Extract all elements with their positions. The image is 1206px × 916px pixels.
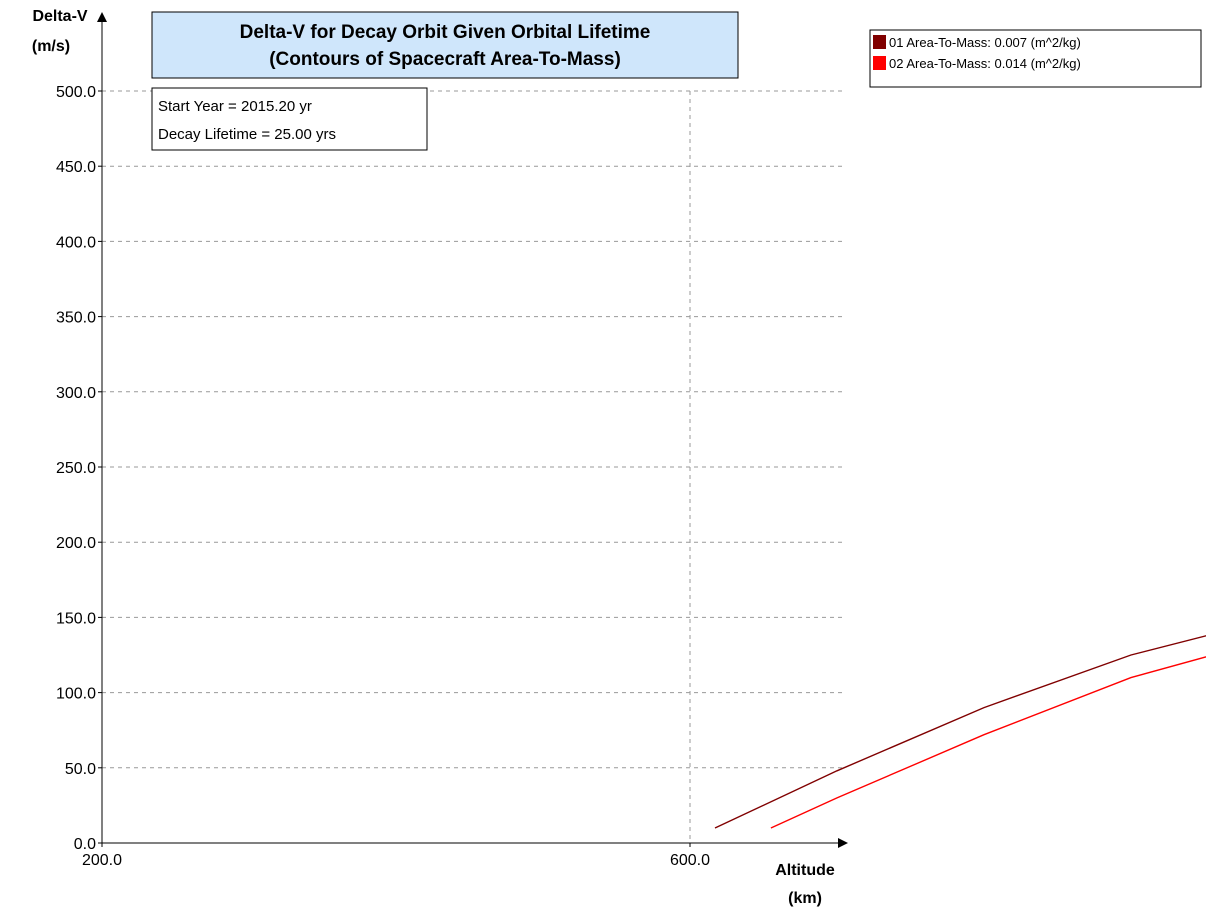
legend: 01 Area-To-Mass: 0.007 (m^2/kg) 02 Area-… xyxy=(869,29,1202,88)
series-line-02 xyxy=(770,656,1206,829)
y-tick-label: 400.0 xyxy=(56,234,96,251)
chart-title-line1: Delta-V for Decay Orbit Given Orbital Li… xyxy=(240,22,651,43)
y-tick-label: 100.0 xyxy=(56,686,96,703)
series-line-01 xyxy=(714,635,1206,829)
y-tick-label: 350.0 xyxy=(56,310,96,327)
y-axis-title-line1: Delta-V xyxy=(32,8,87,25)
y-tick-label: 450.0 xyxy=(56,159,96,176)
y-tick-label: 300.0 xyxy=(56,385,96,402)
y-tick-label: 150.0 xyxy=(56,610,96,627)
x-tick-label: 600.0 xyxy=(670,852,710,869)
chart-title-line2: (Contours of Spacecraft Area-To-Mass) xyxy=(269,49,621,70)
legend-label-01: 01 Area-To-Mass: 0.007 (m^2/kg) xyxy=(889,35,1081,50)
y-axis-title-line2: (m/s) xyxy=(32,38,70,55)
decay-lifetime-text: Decay Lifetime = 25.00 yrs xyxy=(158,126,336,143)
y-tick-label: 200.0 xyxy=(56,535,96,552)
y-tick-label: 250.0 xyxy=(56,460,96,477)
y-axis-arrow-icon xyxy=(97,12,107,22)
y-tick-label: 0.0 xyxy=(74,836,96,853)
legend-swatch-01 xyxy=(873,35,886,49)
start-year-text: Start Year = 2015.20 yr xyxy=(158,98,312,115)
series-layer xyxy=(714,635,1206,829)
x-axis-title-line1: Altitude xyxy=(775,862,835,879)
x-axis-arrow-icon xyxy=(838,838,848,848)
axes-layer xyxy=(97,12,848,848)
x-axis-title-line2: (km) xyxy=(788,890,822,907)
y-tick-label: 50.0 xyxy=(65,761,96,778)
y-tick-label: 500.0 xyxy=(56,84,96,101)
x-tick-label: 200.0 xyxy=(82,852,122,869)
grid-layer xyxy=(101,90,842,843)
tick-layer: 0.0 50.0 100.0 150.0 200.0 250.0 300.0 350.0 400… xyxy=(56,84,710,869)
legend-swatch-02 xyxy=(873,56,886,70)
info-box: Start Year = 2015.20 yr Decay Lifetime =… xyxy=(151,87,428,151)
chart-title-box: Delta-V for Decay Orbit Given Orbital Li… xyxy=(151,11,739,79)
legend-label-02: 02 Area-To-Mass: 0.014 (m^2/kg) xyxy=(889,56,1081,71)
